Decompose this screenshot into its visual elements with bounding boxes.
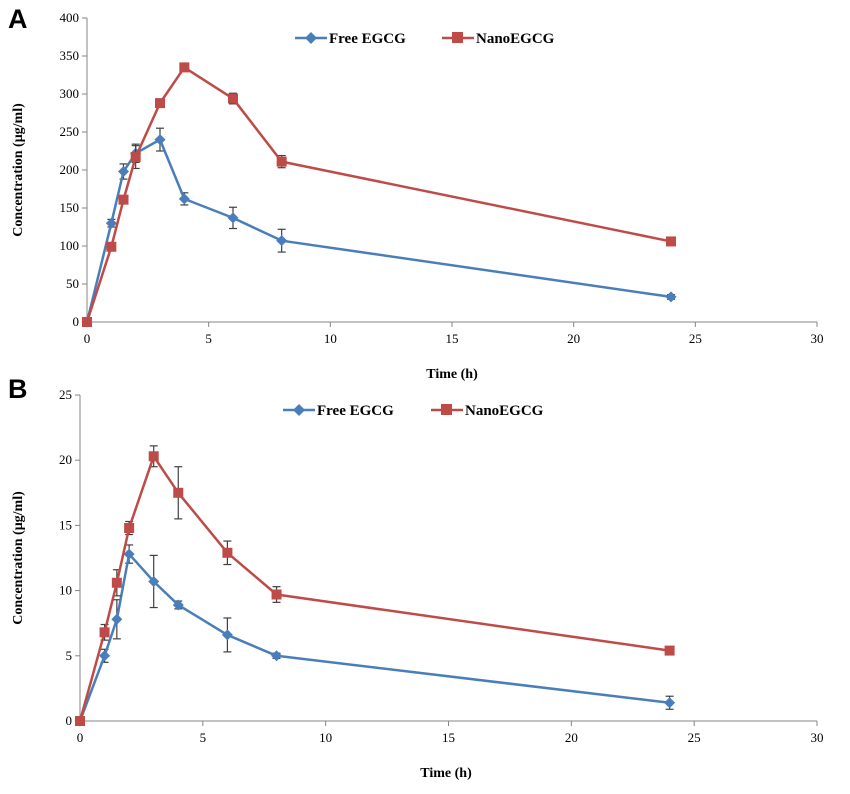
series-group-a (81, 62, 677, 328)
y-axis-title-a: Concentration (μg/ml) (11, 103, 26, 237)
x-tick-label: 20 (567, 331, 580, 346)
data-point-diamond (118, 166, 129, 178)
data-point-square (276, 156, 287, 167)
legend-label-free-b: Free EGCG (317, 403, 394, 419)
y-tick-label: 10 (59, 583, 72, 598)
legend-label-nano-a: NanoEGCG (476, 31, 555, 47)
y-ticks-a: 0 50 100 150 200 250 300 350 400 (60, 10, 87, 329)
y-axis-title-b: Concentration (μg/ml) (11, 491, 26, 625)
data-point-square (228, 93, 238, 104)
x-axis-title-b: Time (h) (420, 766, 472, 781)
series-line (85, 138, 672, 323)
data-point-diamond (271, 650, 283, 662)
data-point-diamond (227, 212, 239, 224)
series-free-egcg (74, 544, 676, 727)
data-point-square (118, 194, 129, 205)
data-point-square (111, 577, 122, 588)
data-point-square (666, 236, 676, 247)
data-point-diamond (172, 599, 184, 611)
x-tick-label: 25 (689, 331, 702, 346)
x-tick-label: 5 (205, 331, 212, 346)
x-ticks-b: 0 5 10 15 20 25 30 (77, 721, 824, 745)
legend-a: Free EGCG NanoEGCG (295, 31, 555, 47)
y-tick-label: 20 (59, 452, 72, 467)
data-point-square (173, 487, 184, 498)
legend-square-marker-a (452, 32, 463, 43)
x-tick-label: 15 (442, 730, 455, 745)
data-point-square (179, 62, 190, 73)
data-point-square (99, 627, 110, 638)
y-ticks-b: 0 5 10 15 20 25 (59, 387, 80, 728)
data-point-square (124, 523, 135, 534)
legend-b: Free EGCG NanoEGCG (283, 403, 544, 419)
data-point-square (271, 589, 282, 600)
y-tick-label: 50 (66, 276, 79, 291)
legend-diamond-marker-b (293, 404, 305, 416)
data-point-diamond (148, 575, 160, 587)
data-point-diamond (221, 629, 233, 641)
data-point-diamond (123, 548, 135, 560)
y-tick-label: 0 (73, 314, 80, 329)
series-group-b (74, 445, 676, 727)
x-axis-title-a: Time (h) (426, 367, 478, 382)
y-tick-label: 150 (60, 200, 80, 215)
data-point-diamond (664, 697, 676, 709)
y-tick-label: 100 (60, 238, 80, 253)
y-tick-label: 25 (59, 387, 72, 402)
series-line (78, 455, 670, 722)
y-tick-label: 5 (66, 648, 73, 663)
chart-panel-b: B 0 5 10 15 20 25 0 5 10 15 20 25 30 Time (h) Conce… (8, 374, 824, 781)
data-point-diamond (178, 193, 190, 205)
data-point-square (222, 547, 233, 558)
x-tick-label: 0 (77, 730, 84, 745)
legend-diamond-marker-a (305, 32, 317, 44)
y-tick-label: 200 (60, 162, 80, 177)
axes-b (79, 395, 817, 722)
x-tick-label: 30 (811, 331, 824, 346)
x-tick-label: 10 (324, 331, 337, 346)
data-point-square (82, 317, 92, 327)
y-tick-label: 350 (60, 48, 80, 63)
data-point-diamond (276, 235, 288, 247)
data-point-diamond (99, 650, 111, 662)
data-point-diamond (154, 134, 166, 146)
data-point-diamond (111, 613, 123, 625)
data-point-square (664, 645, 675, 656)
x-tick-label: 5 (200, 730, 207, 745)
data-point-square (75, 716, 85, 726)
y-tick-label: 400 (60, 10, 80, 25)
x-ticks-a: 0 5 10 15 20 25 30 (84, 322, 824, 346)
x-tick-label: 30 (811, 730, 824, 745)
data-point-square (106, 241, 117, 252)
legend-label-nano-b: NanoEGCG (465, 403, 544, 419)
series-nanoegcg (75, 445, 675, 726)
series-free-egcg (81, 127, 677, 328)
data-point-diamond (105, 217, 117, 229)
panel-label-a: A (8, 4, 28, 34)
data-point-square (130, 152, 141, 163)
data-point-square (155, 98, 165, 109)
x-tick-label: 25 (688, 730, 701, 745)
x-tick-label: 20 (565, 730, 578, 745)
x-tick-label: 10 (319, 730, 332, 745)
data-point-square (148, 451, 159, 462)
legend-label-free-a: Free EGCG (329, 31, 406, 47)
x-tick-label: 0 (84, 331, 91, 346)
data-point-diamond (665, 291, 677, 303)
legend-square-marker-b (441, 404, 452, 415)
y-tick-label: 15 (59, 517, 72, 532)
axes-a (86, 18, 817, 323)
x-tick-label: 15 (446, 331, 459, 346)
y-tick-label: 250 (60, 124, 80, 139)
y-tick-label: 300 (60, 86, 80, 101)
y-tick-label: 0 (66, 713, 73, 728)
series-nanoegcg (82, 62, 676, 327)
panel-label-b: B (8, 374, 28, 404)
